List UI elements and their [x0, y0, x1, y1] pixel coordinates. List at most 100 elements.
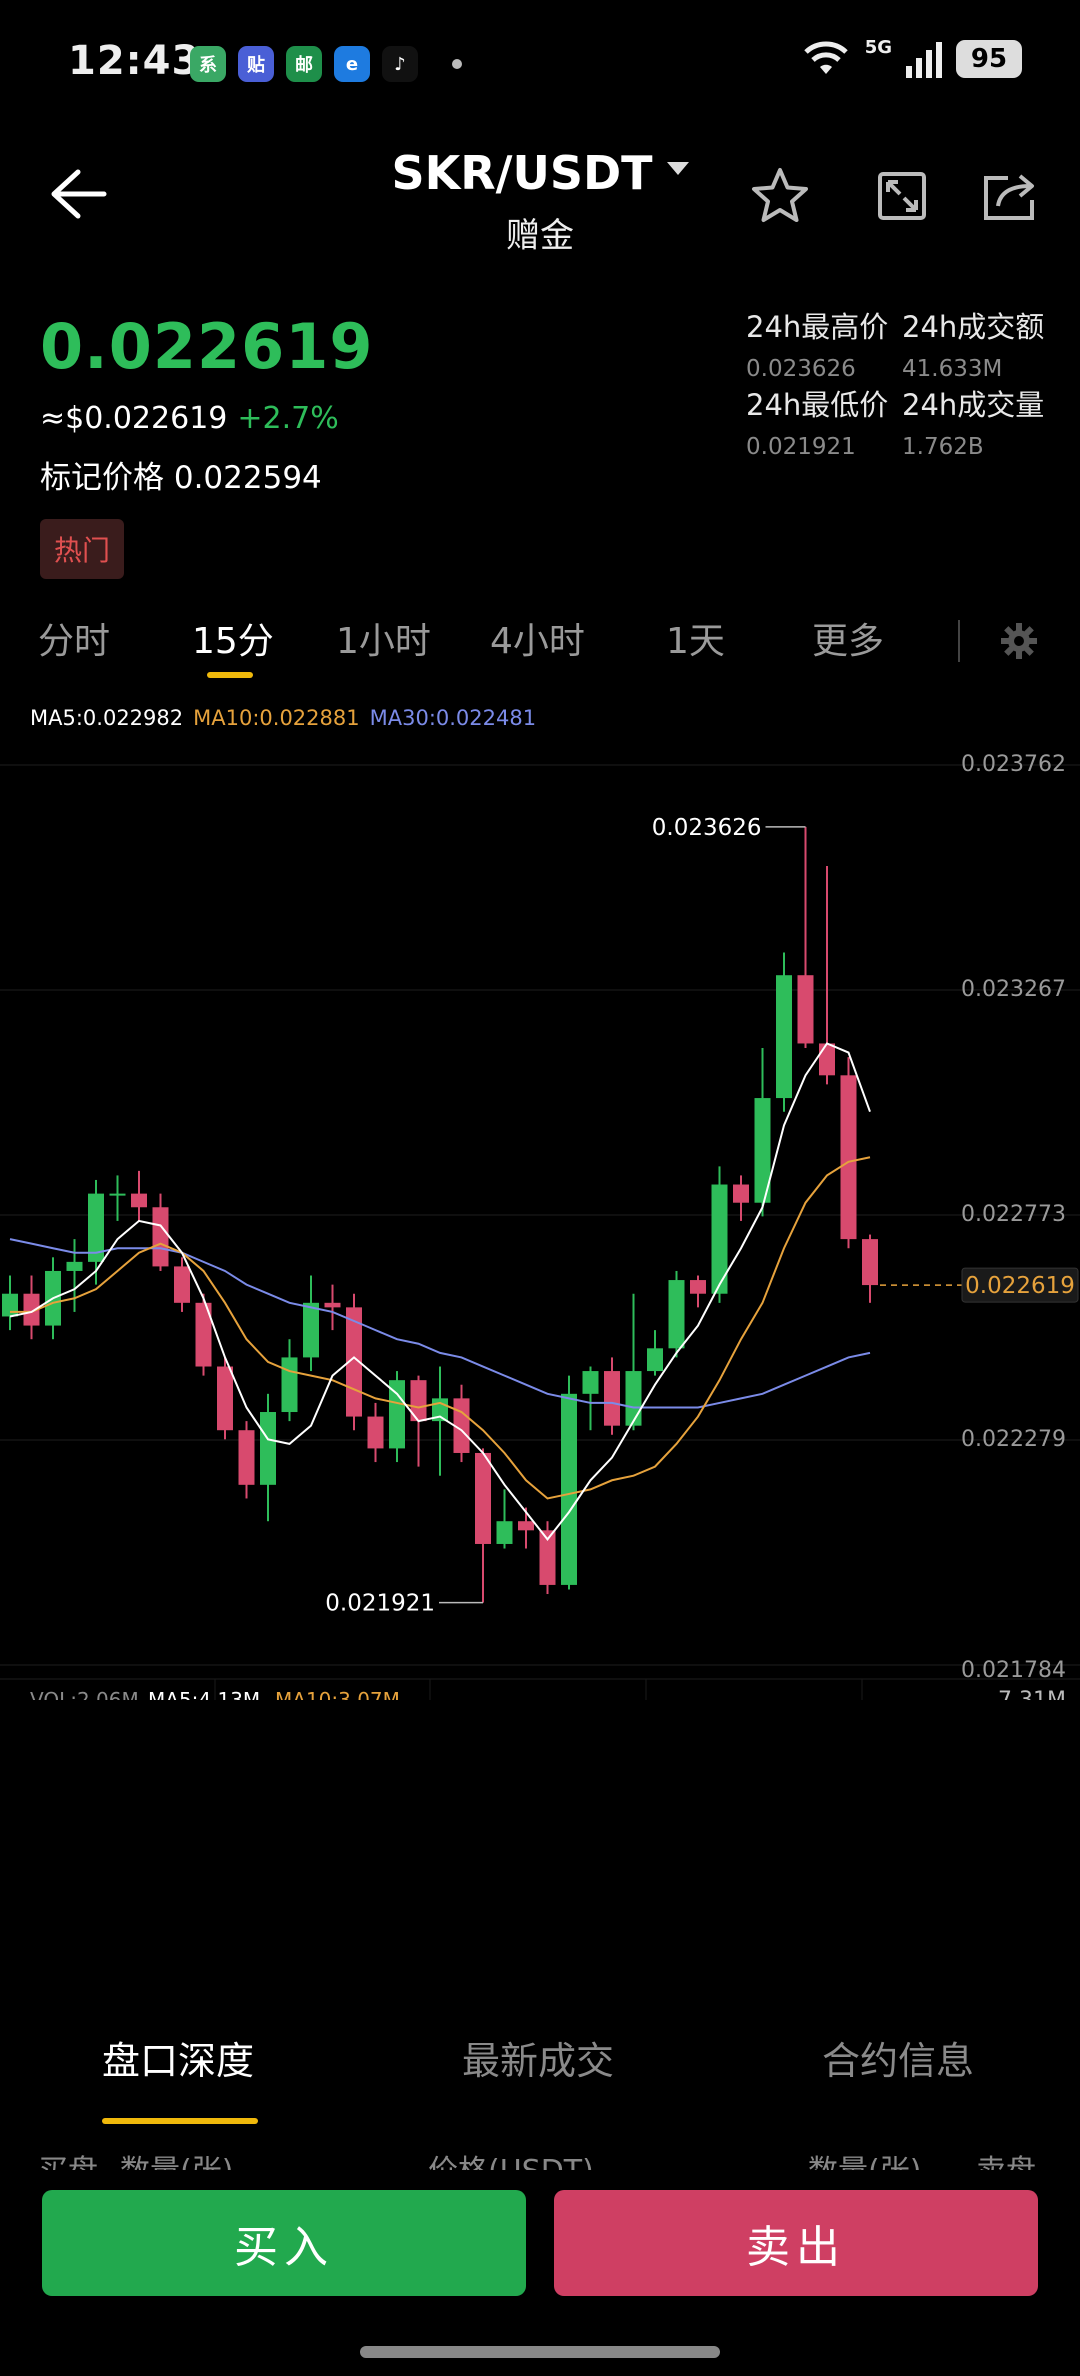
tab-1h[interactable]: 1小时 — [336, 621, 431, 662]
tab-recent-trades[interactable]: 最新成交 — [462, 2039, 615, 2083]
candle-body — [109, 1193, 126, 1196]
y-axis-label: 0.022773 — [961, 1202, 1066, 1227]
high-annotation: 0.023626 — [652, 815, 762, 841]
share-icon[interactable] — [978, 164, 1042, 228]
home-indicator[interactable] — [360, 2346, 720, 2358]
candle-body — [840, 1075, 857, 1240]
stat-high: 24h最高价 0.023626 — [746, 304, 906, 382]
tab-more[interactable]: 更多 — [812, 621, 885, 662]
candle-body — [647, 1348, 663, 1372]
current-price-tag — [961, 1267, 1079, 1303]
candle-body — [303, 1302, 319, 1358]
back-arrow-icon[interactable] — [46, 164, 110, 224]
candle-body — [797, 975, 814, 1044]
stat-high-label: 24h最高价 — [746, 310, 889, 344]
candle-body — [410, 1380, 427, 1422]
mark-price-row: 标记价格 0.022594 — [40, 452, 374, 497]
candle-body — [561, 1393, 577, 1585]
network-type: 5G — [864, 36, 892, 58]
vol-ma5-legend: MA5:4.13M — [148, 1688, 260, 1700]
ma10-legend: MA10:0.022881 — [193, 706, 360, 730]
gear-icon[interactable] — [998, 620, 1040, 662]
stat-low-value: 0.021921 — [746, 434, 856, 460]
price-block: 0.022619 ≈$0.022619 +2.7% 标记价格 0.022594 热… — [40, 310, 374, 579]
ma10-line — [10, 1156, 871, 1500]
candle-body — [2, 1293, 18, 1317]
candle-body — [367, 1416, 384, 1449]
battery-indicator: 95 — [956, 40, 1022, 78]
stat-low: 24h最低价 0.021921 — [746, 382, 906, 460]
more-notifications-dot — [452, 59, 462, 69]
mark-price-label: 标记价格 — [40, 460, 164, 496]
active-tab-indicator — [207, 672, 253, 678]
candle-body — [453, 1398, 470, 1453]
candle-body — [582, 1371, 599, 1394]
tab-1d[interactable]: 1天 — [666, 621, 725, 662]
header: SKR/USDT 赠金 — [0, 130, 1080, 270]
usd-price-row: ≈$0.022619 +2.7% — [40, 401, 374, 436]
action-bar: 买入 卖出 — [0, 2170, 1080, 2376]
wifi-icon — [803, 41, 848, 74]
caret-down-icon — [666, 162, 689, 175]
stat-turnover-value: 41.633M — [902, 356, 1003, 382]
low-annotation: 0.021921 — [325, 1591, 435, 1617]
status-bar: 12:43 系贴邮 e ♪ 5G 95 — [0, 0, 1080, 120]
stat-high-value: 0.023626 — [746, 356, 856, 382]
app-icon-1: 系 — [190, 46, 226, 82]
depth-head-price: 价格(USDT) — [428, 2146, 594, 2170]
star-icon[interactable] — [748, 164, 812, 228]
candle-body — [776, 975, 792, 1099]
tab-4h[interactable]: 4小时 — [490, 621, 585, 662]
depth-head-ask: 卖盘 — [976, 2146, 1036, 2170]
y-axis-label: 0.023267 — [961, 977, 1066, 1002]
candle-body — [66, 1261, 83, 1271]
candle-body — [217, 1366, 233, 1431]
candle-body — [195, 1302, 212, 1367]
tab-contract-info[interactable]: 合约信息 — [822, 2039, 975, 2083]
candle-body — [475, 1452, 491, 1544]
usd-price: ≈$0.022619 — [40, 401, 228, 436]
mark-price-value: 0.022594 — [173, 460, 322, 496]
vol-max-label: 7.31M — [998, 1688, 1066, 1700]
candle-body — [174, 1266, 190, 1303]
candle-body — [152, 1207, 169, 1267]
vol-ma10-legend: MA10:3.07M — [275, 1688, 400, 1700]
candle-body — [346, 1307, 362, 1417]
depth-head-bid-qty: 数量(张) — [120, 2146, 233, 2170]
pair-selector[interactable]: SKR/USDT — [0, 146, 1080, 200]
tab-order-book[interactable]: 盘口深度 — [102, 2039, 255, 2083]
current-price-label: 0.022619 — [965, 1273, 1075, 1299]
hot-badge: 热门 — [40, 519, 125, 579]
bottom-active-indicator — [102, 2118, 258, 2124]
kline-chart[interactable]: 0.0237620.0232670.0227730.0222790.021784… — [0, 740, 1080, 1700]
tab-timeline[interactable]: 分时 — [38, 621, 111, 662]
candle-body — [23, 1293, 40, 1326]
price-change: +2.7% — [237, 401, 339, 436]
candle-body — [862, 1239, 878, 1286]
stat-turnover: 24h成交额 41.633M — [902, 304, 1062, 382]
app-icon-3: 邮 — [286, 46, 322, 82]
candle-body — [625, 1371, 642, 1426]
last-price: 0.022619 — [40, 310, 374, 383]
stat-volume-label: 24h成交量 — [902, 388, 1045, 422]
pair-subtitle: 赠金 — [506, 216, 574, 256]
fullscreen-icon[interactable] — [870, 164, 934, 228]
y-axis-label: 0.022279 — [961, 1427, 1066, 1452]
sell-button[interactable]: 卖出 — [554, 2190, 1038, 2296]
candle-body — [88, 1193, 104, 1262]
y-axis-label: 0.023762 — [961, 752, 1066, 777]
ma5-legend: MA5:0.022982 — [30, 706, 184, 730]
notification-icons: 系贴邮 e ♪ — [190, 46, 462, 82]
ma30-legend: MA30:0.022481 — [369, 706, 537, 730]
candle-body — [260, 1412, 276, 1485]
depth-header: 买盘 数量(张) 价格(USDT) 数量(张) 卖盘 — [0, 2140, 1080, 2170]
tab-15m[interactable]: 15分 — [192, 621, 274, 662]
candle-body — [496, 1521, 513, 1544]
status-time: 12:43 — [68, 38, 201, 84]
app-icon-2: 贴 — [238, 46, 274, 82]
candle-body — [238, 1430, 255, 1485]
buy-button[interactable]: 买入 — [42, 2190, 526, 2296]
candle-body — [754, 1098, 771, 1203]
signal-icon — [906, 42, 942, 78]
candle-body — [604, 1371, 620, 1426]
